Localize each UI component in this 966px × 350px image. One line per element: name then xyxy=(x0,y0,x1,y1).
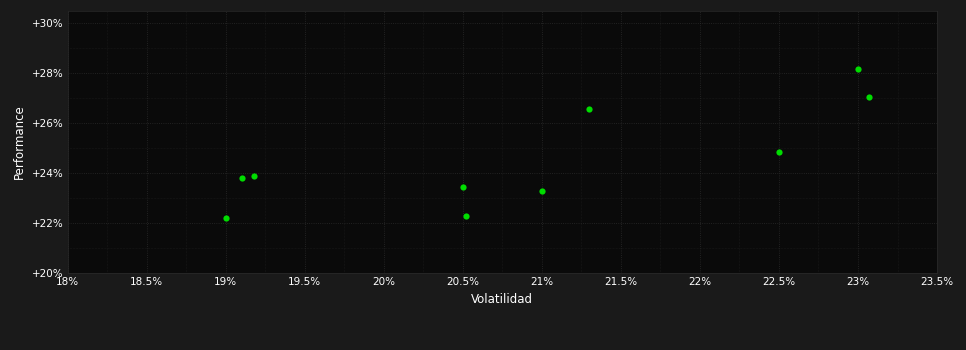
Point xyxy=(862,94,877,99)
X-axis label: Volatilidad: Volatilidad xyxy=(471,293,533,306)
Point xyxy=(218,215,234,221)
Point xyxy=(534,188,550,193)
Point xyxy=(458,213,473,218)
Y-axis label: Performance: Performance xyxy=(14,104,26,179)
Point xyxy=(455,184,470,190)
Point xyxy=(234,175,249,181)
Point xyxy=(582,106,597,112)
Point xyxy=(850,66,866,72)
Point xyxy=(771,149,786,155)
Point xyxy=(246,173,262,178)
